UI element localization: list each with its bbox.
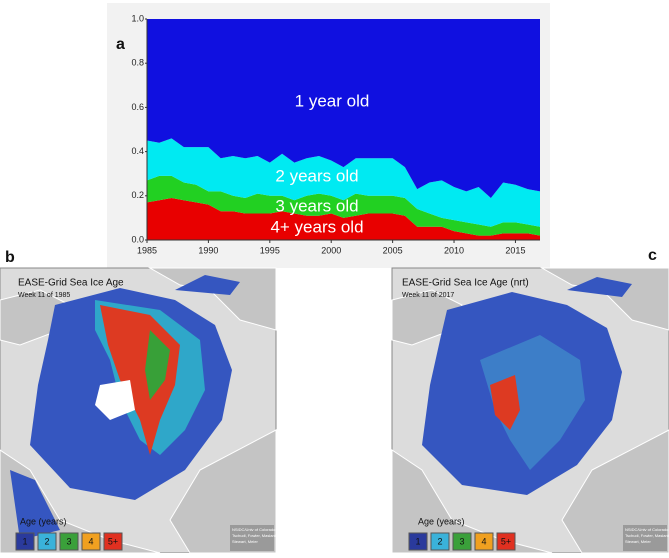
credit-text: NSIDC/Univ of Colorado [232, 527, 276, 532]
legend-label: 2 [44, 536, 49, 546]
x-tick-label: 2000 [321, 245, 341, 255]
y-tick-label: 0.8 [131, 58, 144, 68]
x-tick-label: 2015 [505, 245, 525, 255]
legend-title: Age (years) [20, 516, 67, 526]
legend-title: Age (years) [418, 516, 465, 526]
y-tick-label: 0.4 [131, 146, 144, 156]
credit-text: Stewart, Meier [232, 539, 258, 544]
x-tick-label: 1990 [198, 245, 218, 255]
x-tick-label: 1985 [137, 245, 157, 255]
area-label: 1 year old [295, 91, 370, 110]
legend-label: 4 [481, 536, 486, 546]
credit-text: Tschudi, Fowler, Maslanik, [625, 533, 669, 538]
x-tick-label: 2010 [444, 245, 464, 255]
legend-label: 3 [66, 536, 71, 546]
legend-label: 1 [22, 536, 27, 546]
legend-label: 2 [437, 536, 442, 546]
panel-label: b [5, 249, 15, 266]
map-c: c EASE-Grid Sea Ice Age (nrt) Week 11 of… [392, 247, 669, 553]
area-label: 2 years old [275, 166, 358, 185]
map-title: EASE-Grid Sea Ice Age [18, 278, 124, 289]
y-tick-label: 0.2 [131, 190, 144, 200]
area-label: 3 years old [275, 196, 358, 215]
figure: a b EASE-Grid Sea Ice Age Week 11 of 198… [0, 0, 669, 553]
credit-text: Stewart, Meier [625, 539, 651, 544]
map-subtitle: Week 11 of 1985 [18, 292, 70, 299]
panel-label: c [648, 247, 657, 264]
legend-label: 4 [88, 536, 93, 546]
x-tick-label: 2005 [383, 245, 403, 255]
map-b: b EASE-Grid Sea Ice Age Week 11 of 1985 … [0, 249, 276, 553]
credit-text: Tschudi, Fowler, Maslanik, [232, 533, 279, 538]
credit-text: NSIDC/Univ of Colorado [625, 527, 669, 532]
y-tick-label: 1.0 [131, 13, 144, 23]
map-subtitle: Week 11 of 2017 [402, 292, 454, 299]
area-label: 4+ years old [270, 217, 363, 236]
y-tick-label: 0.0 [131, 234, 144, 244]
legend-label: 1 [415, 536, 420, 546]
legend-label: 3 [459, 536, 464, 546]
panel-label: a [116, 36, 125, 53]
legend-label: 5+ [108, 536, 118, 546]
map-title: EASE-Grid Sea Ice Age (nrt) [402, 278, 529, 289]
x-tick-label: 1995 [260, 245, 280, 255]
legend-label: 5+ [501, 536, 511, 546]
y-tick-label: 0.6 [131, 102, 144, 112]
